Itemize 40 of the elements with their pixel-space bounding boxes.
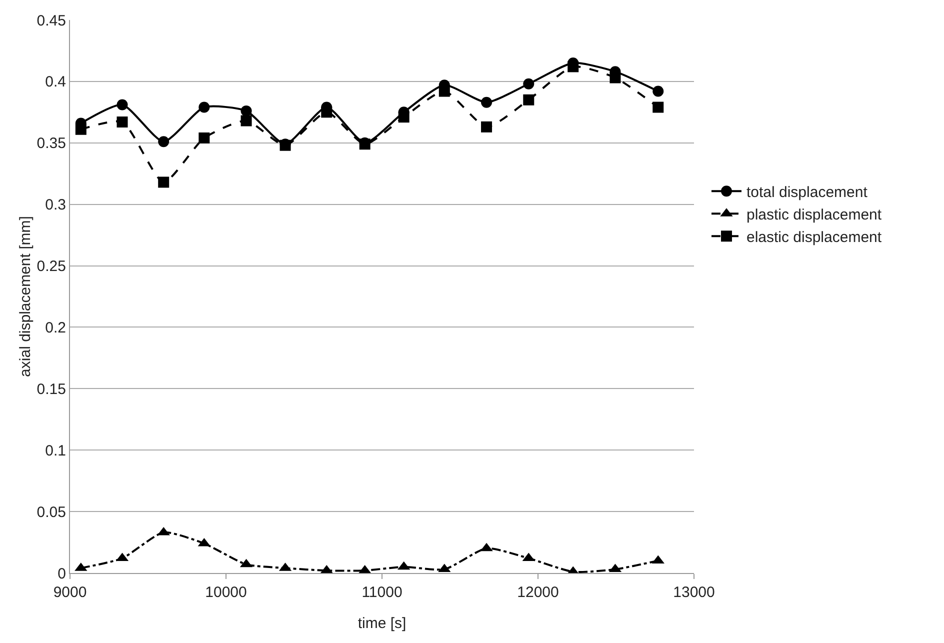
point xyxy=(652,102,664,113)
y-tick-label: 0.25 xyxy=(36,258,66,276)
point xyxy=(158,176,170,188)
point xyxy=(398,112,410,123)
x-tick-label: 12000 xyxy=(517,584,559,601)
legend-label: total displacement xyxy=(746,184,868,201)
y-tick-label: 0.4 xyxy=(45,74,66,91)
point xyxy=(523,78,534,90)
point xyxy=(652,86,664,97)
x-tick-label: 13000 xyxy=(673,584,715,601)
legend-label: elastic displacement xyxy=(746,228,882,246)
point xyxy=(198,132,210,144)
point xyxy=(116,116,128,128)
point xyxy=(523,94,534,106)
y-tick-label: 0.1 xyxy=(45,442,66,460)
x-tick-label: 11000 xyxy=(362,584,402,601)
y-tick-label: 0.05 xyxy=(36,504,66,521)
y-tick-label: 0.45 xyxy=(36,12,66,30)
point xyxy=(610,72,621,84)
y-tick-label: 0.3 xyxy=(45,196,66,214)
legend-label: plastic displacement xyxy=(746,206,882,224)
x-axis-title: time [s] xyxy=(358,615,406,632)
point xyxy=(481,121,492,132)
y-tick-label: 0.35 xyxy=(36,135,66,152)
point xyxy=(75,124,86,135)
point xyxy=(568,61,579,72)
point xyxy=(438,86,450,97)
y-tick-label: 0 xyxy=(58,565,66,582)
point xyxy=(481,96,492,108)
y-axis-title: axial displacement [mm] xyxy=(17,216,34,377)
point xyxy=(158,136,170,148)
x-tick-label: 10000 xyxy=(205,584,247,601)
y-tick-label: 0.15 xyxy=(36,380,66,398)
point xyxy=(116,99,128,110)
x-tick-label: 9000 xyxy=(53,584,87,601)
point xyxy=(240,105,252,116)
point xyxy=(198,102,210,113)
y-tick-label: 0.2 xyxy=(45,319,66,336)
point xyxy=(240,115,252,126)
point xyxy=(321,106,332,118)
